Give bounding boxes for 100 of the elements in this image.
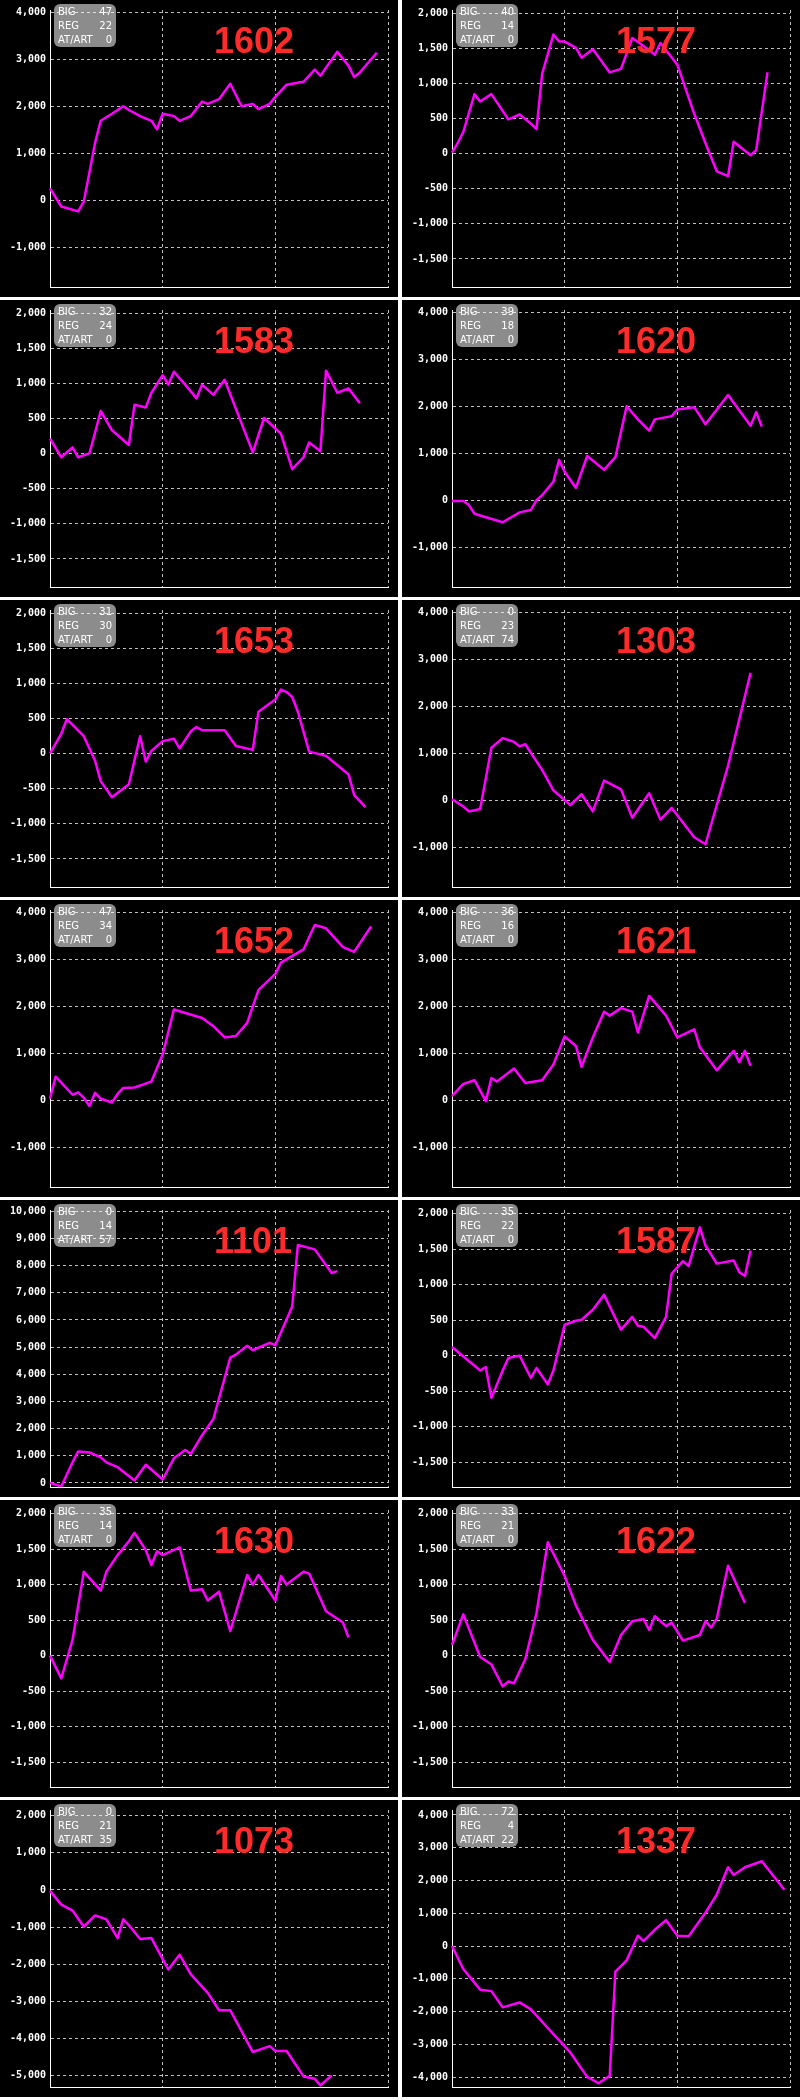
annotation: 14 xyxy=(501,20,514,31)
annotation: 32 xyxy=(99,306,112,317)
annotation: 0 xyxy=(506,1234,514,1245)
y-tick-label: 1,000 xyxy=(417,77,448,89)
chart-title: 1653 xyxy=(214,620,295,662)
annotation: AT/ART xyxy=(460,334,496,345)
annotation: 35 xyxy=(99,1506,112,1517)
y-tick-label: -1,000 xyxy=(9,1720,46,1732)
y-tick-label: 1,000 xyxy=(15,1449,46,1461)
y-tick-label: -1,500 xyxy=(411,1755,448,1767)
y-tick-label: -1,000 xyxy=(411,840,448,852)
annotation: AT/ART xyxy=(58,1534,94,1545)
annotation: BIG xyxy=(460,1506,479,1517)
y-tick-label: -1,000 xyxy=(9,1140,46,1152)
y-tick-label: -500 xyxy=(423,1684,448,1696)
annotation: AT/ART xyxy=(58,34,94,45)
y-tick-label: 2,000 xyxy=(417,999,448,1011)
annotation: AT/ART xyxy=(460,634,496,645)
annotation: 14 xyxy=(99,1220,112,1231)
annotation: AT/ART xyxy=(58,334,94,345)
y-tick-label: -500 xyxy=(21,482,46,494)
y-tick-label: 1,000 xyxy=(15,677,46,689)
y-tick-label: -1,000 xyxy=(411,540,448,552)
annotation: 0 xyxy=(104,1206,112,1217)
y-tick-label: -1,000 xyxy=(9,1920,46,1932)
y-tick-label: -1,000 xyxy=(411,1720,448,1732)
chart-title: 1073 xyxy=(214,1820,295,1862)
annotation: 14 xyxy=(99,1520,112,1531)
y-tick-label: -1,000 xyxy=(9,817,46,829)
y-tick-label: 9,000 xyxy=(15,1232,46,1244)
annotation: REG xyxy=(58,920,80,931)
y-tick-label: 1,000 xyxy=(417,446,448,458)
y-tick-label: 1,000 xyxy=(15,1046,46,1058)
annotation: BIG xyxy=(460,306,479,317)
chart-title: 1620 xyxy=(616,320,697,362)
y-tick-label: 0 xyxy=(441,1649,448,1661)
annotation: REG xyxy=(460,920,482,931)
annotation: BIG xyxy=(58,306,77,317)
y-tick-label: 10,000 xyxy=(9,1204,46,1216)
y-tick-label: 1,500 xyxy=(15,642,46,654)
y-tick-label: -3,000 xyxy=(411,2037,448,2049)
y-tick-label: 2,000 xyxy=(417,1207,448,1219)
y-tick-label: 1,000 xyxy=(417,746,448,758)
annotation: AT/ART xyxy=(58,634,94,645)
annotation: AT/ART xyxy=(460,34,496,45)
y-tick-label: 4,000 xyxy=(15,5,46,17)
y-tick-label: 500 xyxy=(27,712,46,724)
annotation: REG xyxy=(58,1220,80,1231)
annotation: 57 xyxy=(99,1234,112,1245)
y-tick-label: -1,500 xyxy=(411,252,448,264)
y-tick-label: 500 xyxy=(429,112,448,124)
y-tick-label: 2,000 xyxy=(15,1422,46,1434)
annotation: REG xyxy=(58,1820,80,1831)
annotation: AT/ART xyxy=(58,934,94,945)
annotation: REG xyxy=(58,320,80,331)
annotation: 0 xyxy=(104,934,112,945)
y-tick-label: 3,000 xyxy=(15,952,46,964)
annotation: 23 xyxy=(501,620,514,631)
chart-title: 1621 xyxy=(616,920,697,962)
y-tick-label: -500 xyxy=(423,1384,448,1396)
annotation: REG xyxy=(58,1520,80,1531)
y-tick-label: -2,000 xyxy=(411,2005,448,2017)
y-tick-label: 1,000 xyxy=(417,1906,448,1918)
annotation: BIG xyxy=(460,1806,479,1817)
annotation: BIG xyxy=(58,1506,77,1517)
annotation: 47 xyxy=(99,6,112,17)
chart-title: 1622 xyxy=(616,1520,697,1562)
y-tick-label: 2,000 xyxy=(417,1507,448,1519)
y-tick-label: 500 xyxy=(429,1313,448,1325)
annotation: 0 xyxy=(104,1534,112,1545)
y-tick-label: 6,000 xyxy=(15,1313,46,1325)
annotation: 39 xyxy=(501,306,514,317)
annotation: 30 xyxy=(99,620,112,631)
annotation: 47 xyxy=(99,906,112,917)
y-tick-label: 3,000 xyxy=(417,352,448,364)
y-tick-label: 0 xyxy=(39,447,46,459)
annotation: 31 xyxy=(99,606,112,617)
annotation: 0 xyxy=(506,606,514,617)
y-tick-label: 0 xyxy=(39,1883,46,1895)
annotation: 4 xyxy=(506,1820,514,1831)
annotation: 0 xyxy=(104,634,112,645)
annotation: 0 xyxy=(506,34,514,45)
y-tick-label: 4,000 xyxy=(417,1808,448,1820)
annotation: BIG xyxy=(460,606,479,617)
y-tick-label: -1,000 xyxy=(411,1420,448,1432)
y-tick-label: 2,000 xyxy=(15,607,46,619)
annotation: AT/ART xyxy=(460,1834,496,1845)
annotation: 0 xyxy=(506,334,514,345)
y-tick-label: -1,000 xyxy=(9,240,46,252)
y-tick-label: 1,500 xyxy=(15,1542,46,1554)
annotation: BIG xyxy=(58,1806,77,1817)
y-tick-label: 500 xyxy=(27,412,46,424)
y-tick-label: -4,000 xyxy=(411,2070,448,2082)
y-tick-label: -3,000 xyxy=(9,1995,46,2007)
y-tick-label: 2,000 xyxy=(417,7,448,19)
annotation: 16 xyxy=(501,920,514,931)
y-tick-label: 2,000 xyxy=(417,1874,448,1886)
y-tick-label: 1,500 xyxy=(417,42,448,54)
y-tick-label: 0 xyxy=(441,1093,448,1105)
annotation: 72 xyxy=(501,1806,514,1817)
